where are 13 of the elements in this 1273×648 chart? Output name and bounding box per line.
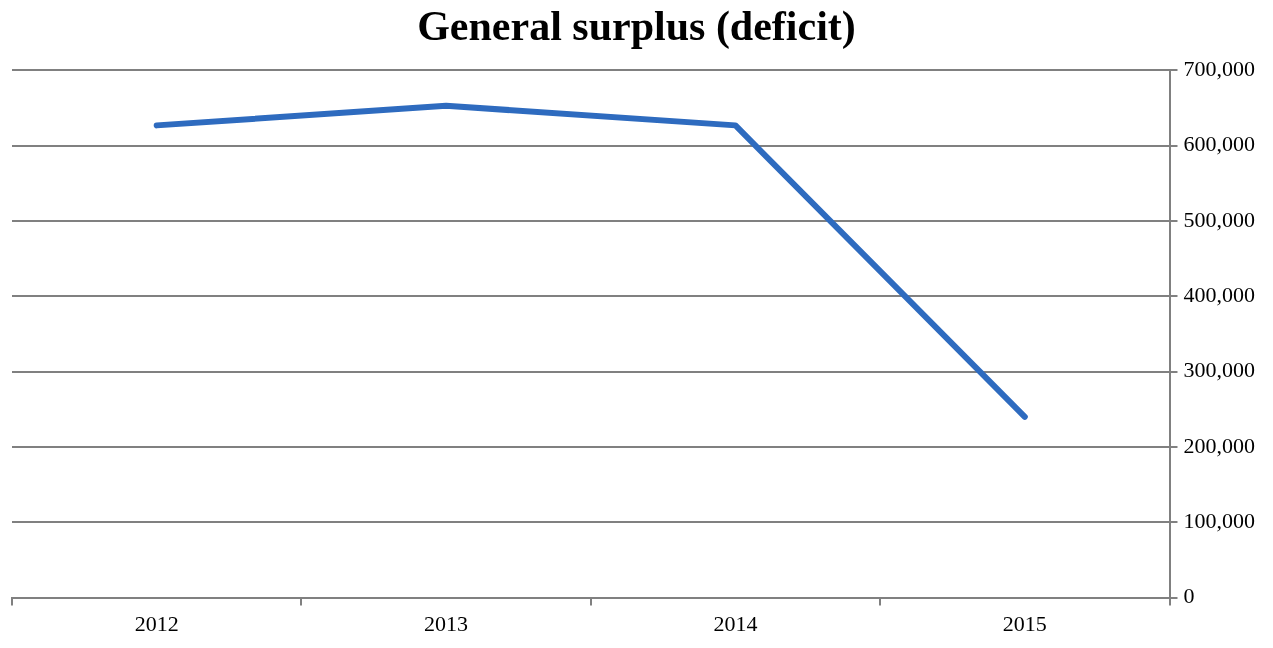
- x-tick-label: 2013: [424, 610, 469, 636]
- y-tick-label: 100,000: [1183, 508, 1255, 534]
- y-tick-label: 700,000: [1183, 56, 1255, 82]
- y-tick-label: 300,000: [1183, 357, 1255, 383]
- x-tick-label: 2012: [134, 610, 179, 636]
- y-tick-label: 200,000: [1183, 432, 1255, 458]
- y-tick-label: 600,000: [1183, 131, 1255, 157]
- y-tick-label: 400,000: [1183, 282, 1255, 308]
- chart-title: General surplus (deficit): [417, 3, 856, 51]
- x-tick-label: 2015: [1002, 610, 1047, 636]
- y-tick-label: 0: [1183, 583, 1195, 609]
- x-tick-label: 2014: [713, 610, 758, 636]
- y-tick-label: 500,000: [1183, 206, 1255, 232]
